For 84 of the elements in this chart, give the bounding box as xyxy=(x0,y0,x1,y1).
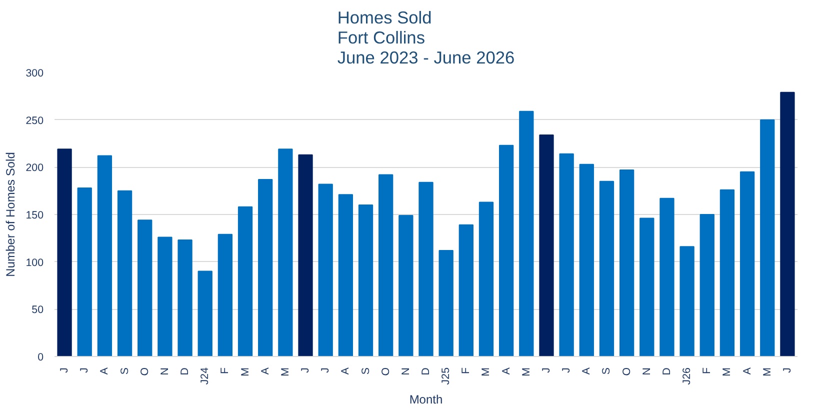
bar xyxy=(378,174,394,356)
x-axis-title: Month xyxy=(409,392,443,407)
bar xyxy=(178,240,192,356)
x-tick-label: D xyxy=(420,367,432,376)
bar xyxy=(438,250,454,356)
bar xyxy=(559,153,574,356)
y-tick-label: 300 xyxy=(26,68,44,80)
bar xyxy=(318,184,333,356)
y-tick-label: 150 xyxy=(26,210,44,222)
x-tick-label: S xyxy=(600,368,613,375)
x-tick-label: A xyxy=(340,366,352,375)
y-tick-label: 0 xyxy=(38,352,44,364)
bar xyxy=(278,148,293,356)
x-tick-label: F xyxy=(219,367,232,374)
x-tick-label: S xyxy=(118,368,131,375)
bar xyxy=(198,270,212,356)
x-tick-label: F xyxy=(460,367,472,374)
x-tick-label: N xyxy=(640,367,653,376)
y-tick-label: 250 xyxy=(26,114,44,127)
x-tick-label: M xyxy=(239,367,252,376)
bar xyxy=(660,198,674,356)
bar xyxy=(740,171,755,356)
bar xyxy=(138,220,152,356)
x-tick-label: J25 xyxy=(440,367,452,385)
x-tick-label: D xyxy=(179,367,192,376)
x-tick-label: N xyxy=(158,367,171,376)
bar xyxy=(720,189,735,356)
x-tick-label: A xyxy=(259,366,272,375)
x-tick-label: J xyxy=(781,368,794,373)
bar xyxy=(258,178,273,356)
bar xyxy=(519,110,534,356)
x-tick-label: M xyxy=(480,367,492,376)
x-tick-label: J xyxy=(58,368,71,373)
x-tick-label: J xyxy=(540,368,552,373)
bar xyxy=(298,154,313,356)
bar xyxy=(579,164,594,356)
bar xyxy=(97,155,112,356)
bar xyxy=(458,224,474,356)
x-tick-label: O xyxy=(138,367,151,376)
bar xyxy=(680,246,694,356)
x-tick-label: O xyxy=(620,367,633,376)
x-tick-label: M xyxy=(520,367,532,376)
x-tick-label: M xyxy=(761,367,774,376)
bar xyxy=(539,134,554,356)
bar xyxy=(398,214,414,356)
y-tick-label: 100 xyxy=(26,256,44,269)
x-tick-label: D xyxy=(660,367,673,376)
x-tick-label: F xyxy=(701,367,714,374)
bar xyxy=(77,187,92,356)
y-tick-label: 200 xyxy=(26,162,44,174)
x-tick-label: J24 xyxy=(199,367,212,385)
bar xyxy=(418,182,434,356)
bar xyxy=(57,148,72,356)
x-tick-label: A xyxy=(741,366,754,375)
y-tick-label: 50 xyxy=(32,304,44,316)
bar xyxy=(158,236,172,356)
bar xyxy=(700,214,714,356)
bar xyxy=(640,218,654,356)
x-tick-label: M xyxy=(721,367,734,376)
x-tick-label: A xyxy=(500,366,512,375)
x-tick-label: M xyxy=(279,367,292,376)
bar xyxy=(498,144,514,356)
bar xyxy=(218,234,233,356)
x-tick-label: O xyxy=(380,367,392,376)
bar xyxy=(238,206,253,356)
y-axis-title: Number of Homes Sold xyxy=(4,152,18,277)
bar xyxy=(117,190,132,356)
x-tick-label: J xyxy=(560,368,573,373)
x-tick-label: J xyxy=(78,368,91,373)
x-tick-label: J xyxy=(320,368,332,373)
x-tick-label: N xyxy=(400,367,412,376)
x-tick-label: S xyxy=(360,368,372,375)
bar xyxy=(338,194,354,356)
x-tick-label: A xyxy=(98,366,111,375)
bar xyxy=(478,202,494,356)
x-tick-label: J xyxy=(300,368,312,373)
bar xyxy=(760,119,775,356)
x-tick-label: J26 xyxy=(681,367,694,385)
bar xyxy=(619,170,634,356)
bar xyxy=(358,204,374,356)
bar xyxy=(780,92,795,356)
chart-title: Homes Sold Fort Collins June 2023 - June 2026 xyxy=(337,8,515,68)
bar xyxy=(599,180,614,356)
x-tick-label: A xyxy=(580,366,593,375)
